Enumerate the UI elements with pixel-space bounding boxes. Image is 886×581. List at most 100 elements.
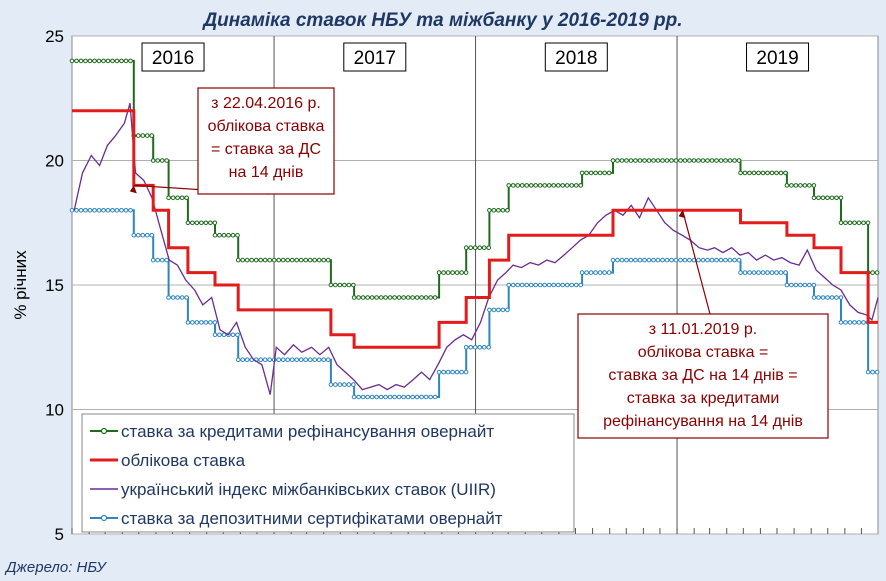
annotation-text: з 11.01.2019 р. — [649, 321, 757, 338]
series-marker — [392, 295, 397, 300]
series-marker — [110, 208, 115, 213]
series-marker — [673, 257, 679, 263]
series-marker — [307, 357, 313, 363]
series-marker — [194, 320, 200, 325]
series-marker — [546, 183, 552, 188]
series-marker — [481, 245, 487, 250]
series-marker — [751, 170, 757, 176]
series-marker — [784, 282, 790, 288]
series-marker — [751, 270, 757, 275]
series-marker — [378, 394, 384, 400]
y-tick-label: 20 — [45, 152, 64, 171]
series-marker — [78, 208, 84, 213]
series-marker — [505, 208, 510, 213]
series-marker — [709, 158, 715, 163]
series-marker — [212, 320, 218, 325]
series-marker — [496, 208, 501, 213]
series-marker — [321, 357, 327, 363]
series-marker — [487, 307, 492, 313]
series-marker — [852, 220, 857, 226]
series-marker — [477, 345, 483, 350]
series-marker — [546, 282, 552, 288]
series-marker — [588, 170, 594, 176]
series-marker — [149, 232, 155, 238]
series-marker — [235, 232, 240, 238]
series-marker — [560, 282, 566, 288]
series-marker — [579, 270, 585, 275]
annotation-text: рефінансування на 14 днів — [603, 413, 803, 430]
legend-marker — [100, 514, 108, 522]
series-marker — [184, 295, 189, 300]
series-marker — [718, 257, 724, 263]
series-marker — [78, 58, 84, 64]
series-marker — [374, 295, 379, 300]
series-marker — [240, 257, 245, 263]
series-marker — [203, 320, 209, 325]
series-marker — [212, 232, 218, 238]
series-marker — [175, 195, 180, 201]
series-marker — [742, 270, 748, 275]
year-label: 2019 — [756, 48, 798, 69]
series-marker — [149, 133, 155, 138]
series-marker — [150, 257, 156, 263]
series-marker — [258, 357, 264, 363]
series-marker — [140, 232, 146, 238]
series-marker — [410, 394, 415, 400]
series-marker — [342, 282, 347, 288]
series-marker — [387, 394, 393, 400]
series-marker — [432, 394, 438, 400]
series-marker — [369, 394, 375, 400]
series-marker — [714, 158, 719, 163]
series-marker — [428, 295, 433, 300]
series-marker — [155, 257, 160, 263]
series-marker — [208, 320, 213, 325]
series-marker — [175, 295, 180, 300]
series-marker — [230, 332, 236, 338]
series-marker — [756, 270, 761, 275]
series-marker — [280, 257, 286, 263]
series-marker — [123, 58, 129, 64]
series-marker — [506, 282, 512, 288]
series-marker — [101, 208, 106, 213]
series-marker — [700, 257, 706, 263]
series-marker — [687, 257, 692, 263]
series-marker — [468, 345, 474, 350]
series-marker — [619, 257, 625, 263]
annotation-arrow — [681, 210, 711, 315]
series-marker — [374, 394, 379, 400]
series-marker — [784, 183, 790, 188]
series-marker — [610, 257, 616, 263]
series-marker — [166, 195, 171, 201]
series-marker — [185, 320, 191, 325]
series-marker — [843, 320, 848, 325]
series-marker — [738, 170, 743, 176]
series-marker — [190, 220, 195, 226]
series-marker — [199, 320, 204, 325]
series-marker — [405, 295, 411, 300]
legend-box — [81, 413, 575, 533]
series-marker — [92, 58, 97, 64]
series-marker — [573, 282, 579, 288]
series-marker — [696, 158, 701, 163]
series-marker — [190, 320, 195, 325]
series-marker — [619, 158, 625, 163]
series-marker — [500, 307, 506, 313]
series-marker — [436, 270, 442, 275]
series-marker — [807, 183, 812, 188]
series-marker — [736, 257, 742, 263]
series-marker — [454, 270, 460, 275]
series-marker — [328, 382, 334, 387]
series-marker — [723, 257, 728, 263]
year-label-box — [141, 42, 205, 72]
series-marker — [723, 158, 728, 163]
series-marker — [727, 257, 733, 263]
series-marker — [793, 183, 799, 188]
series-marker — [736, 158, 742, 163]
series-marker — [285, 257, 291, 263]
series-marker — [856, 220, 862, 226]
series-marker — [865, 369, 871, 375]
series-marker — [718, 158, 724, 163]
series-marker — [155, 158, 160, 163]
series-marker — [705, 257, 710, 263]
series-marker — [569, 183, 575, 188]
